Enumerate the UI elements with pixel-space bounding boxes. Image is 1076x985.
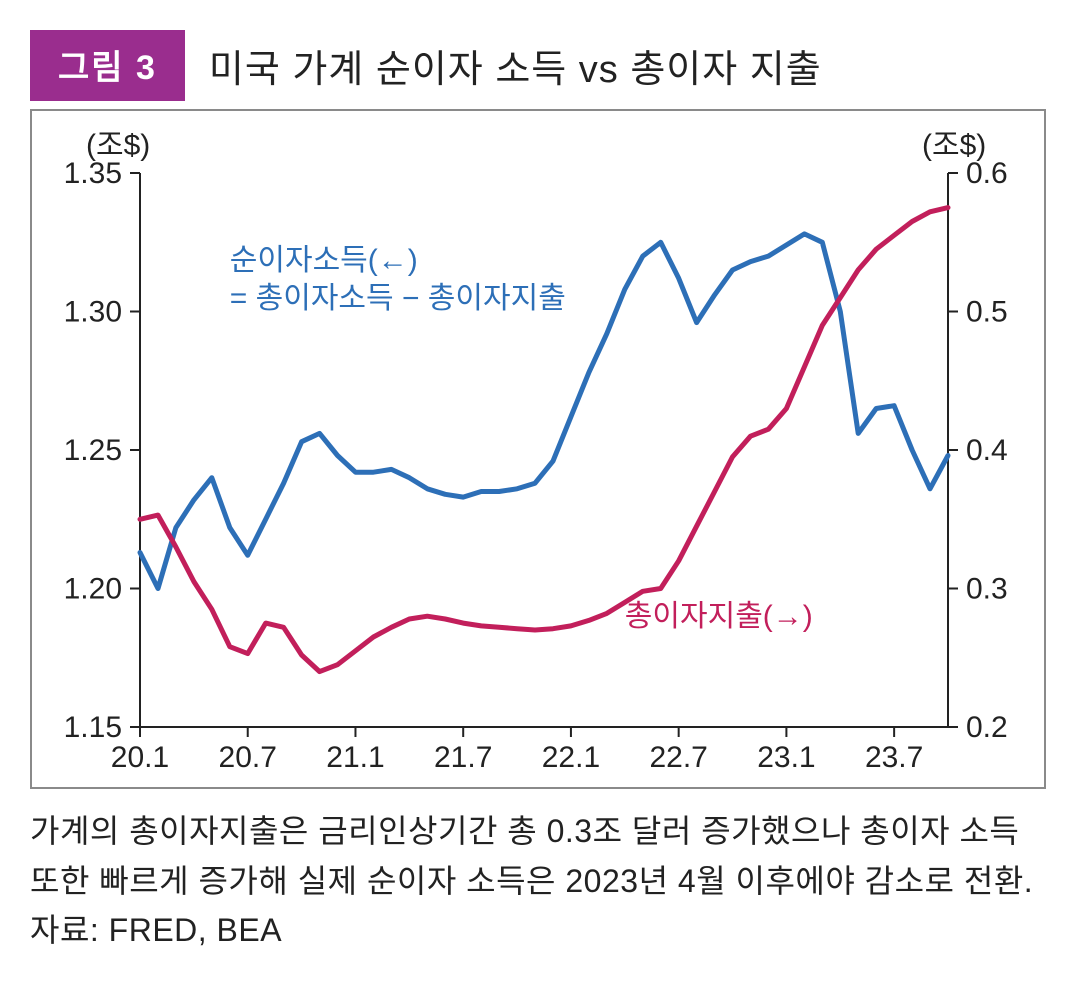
x-tick-label: 22.1 — [542, 741, 600, 774]
right-tick-label: 0.4 — [966, 434, 1008, 467]
x-tick-label: 21.7 — [434, 741, 492, 774]
left-tick-label: 1.25 — [64, 434, 122, 467]
right-tick-label: 0.2 — [966, 711, 1008, 744]
x-tick-label: 20.7 — [219, 741, 277, 774]
figure-title: 미국 가계 순이자 소득 vs 총이자 지출 — [209, 38, 822, 93]
legend-total-interest-expense: 총이자지출(→) — [625, 600, 813, 633]
x-tick-label: 23.7 — [865, 741, 923, 774]
x-tick-label: 22.7 — [649, 741, 707, 774]
figure-wrapper: 그림 3 미국 가계 순이자 소득 vs 총이자 지출 (조$)(조$)1.15… — [0, 0, 1076, 985]
figure-caption: 가계의 총이자지출은 금리인상기간 총 0.3조 달러 증가했으나 총이자 소득… — [30, 807, 1046, 956]
legend-net-interest-line1: 순이자소득(←) — [230, 244, 418, 277]
left-tick-label: 1.20 — [64, 573, 122, 606]
right-tick-label: 0.5 — [966, 296, 1008, 329]
figure-header: 그림 3 미국 가계 순이자 소득 vs 총이자 지출 — [30, 30, 1046, 101]
chart-container: (조$)(조$)1.151.201.251.301.350.20.30.40.5… — [30, 109, 1046, 789]
left-tick-label: 1.30 — [64, 296, 122, 329]
right-tick-label: 0.6 — [966, 157, 1008, 190]
left-tick-label: 1.35 — [64, 157, 122, 190]
right-tick-label: 0.3 — [966, 573, 1008, 606]
x-tick-label: 20.1 — [111, 741, 169, 774]
figure-badge: 그림 3 — [30, 30, 185, 101]
series-총이자지출 — [140, 208, 948, 672]
x-tick-label: 21.1 — [326, 741, 384, 774]
x-tick-label: 23.1 — [757, 741, 815, 774]
left-tick-label: 1.15 — [64, 711, 122, 744]
dual-axis-line-chart: (조$)(조$)1.151.201.251.301.350.20.30.40.5… — [42, 121, 1038, 777]
legend-net-interest-line2: = 총이자소득 − 총이자지출 — [230, 282, 566, 315]
